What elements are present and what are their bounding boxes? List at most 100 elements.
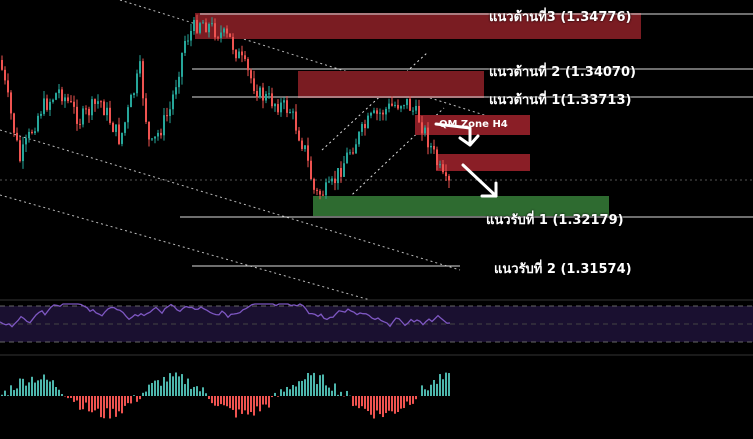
candle-body bbox=[154, 136, 156, 139]
candle-body bbox=[403, 105, 405, 107]
histogram-bar bbox=[364, 396, 366, 409]
candle-body bbox=[340, 168, 342, 177]
candle-body bbox=[235, 49, 237, 59]
candle-body bbox=[247, 59, 249, 71]
histogram-bar bbox=[25, 385, 27, 396]
candle-body bbox=[130, 94, 132, 108]
candle-body bbox=[436, 149, 438, 166]
candle-body bbox=[115, 124, 117, 132]
candle-body bbox=[109, 107, 111, 123]
histogram-bar bbox=[388, 396, 390, 411]
candle-body bbox=[355, 144, 357, 154]
candle-body bbox=[400, 106, 402, 109]
histogram-bar bbox=[346, 390, 348, 396]
qm-zone-h4-lower[interactable] bbox=[436, 154, 530, 171]
histogram-bar bbox=[397, 396, 399, 413]
candle-body bbox=[7, 80, 9, 93]
histogram-bar bbox=[199, 391, 201, 396]
candle-body bbox=[388, 103, 390, 109]
histogram-bar bbox=[121, 396, 123, 414]
histogram-bar bbox=[235, 396, 237, 418]
candle-body bbox=[118, 124, 120, 144]
histogram-bar bbox=[97, 396, 99, 409]
candle-body bbox=[190, 30, 192, 41]
histogram-bar bbox=[145, 391, 147, 396]
histogram-bar bbox=[211, 396, 213, 404]
histogram-bar bbox=[391, 396, 393, 412]
resistance-zone-3[interactable] bbox=[195, 13, 641, 39]
qm-zone-h4[interactable] bbox=[415, 115, 530, 135]
candle-body bbox=[10, 92, 12, 114]
histogram-bar bbox=[88, 396, 90, 412]
histogram-bar bbox=[331, 390, 333, 396]
candle-body bbox=[229, 33, 231, 37]
candle-body bbox=[100, 101, 102, 103]
histogram-bar bbox=[43, 374, 45, 396]
candle-body bbox=[4, 69, 6, 81]
histogram-bar bbox=[139, 396, 141, 400]
candle-body bbox=[361, 124, 363, 132]
histogram-bar bbox=[361, 396, 363, 407]
candle-body bbox=[412, 110, 414, 112]
histogram-bar bbox=[256, 396, 258, 407]
histogram-bar bbox=[268, 396, 270, 408]
candle-body bbox=[199, 23, 201, 33]
histogram-bar bbox=[214, 396, 216, 406]
histogram-bar bbox=[265, 396, 267, 405]
candle-body bbox=[223, 28, 225, 33]
histogram-bar bbox=[142, 392, 144, 396]
histogram-bar bbox=[295, 386, 297, 396]
candle-body bbox=[139, 61, 141, 74]
candle-body bbox=[217, 37, 219, 39]
histogram-bar bbox=[208, 396, 210, 400]
candle-body bbox=[367, 115, 369, 129]
candle-body bbox=[304, 145, 306, 149]
candle-body bbox=[439, 164, 441, 166]
candle-body bbox=[424, 127, 426, 134]
candle-body bbox=[373, 110, 375, 113]
arrow-down-right-icon bbox=[461, 163, 498, 198]
candle-body bbox=[169, 109, 171, 116]
support-zone-1[interactable] bbox=[313, 196, 609, 216]
histogram-bar bbox=[166, 381, 168, 396]
resistance-zone-2[interactable] bbox=[298, 71, 484, 98]
candle-body bbox=[37, 115, 39, 132]
candle-body bbox=[205, 22, 207, 33]
histogram-bar bbox=[37, 380, 39, 396]
histogram-bar bbox=[367, 396, 369, 412]
candle-body bbox=[16, 132, 18, 141]
candle-body bbox=[193, 19, 195, 31]
histogram-bar bbox=[151, 382, 153, 396]
candle-body bbox=[286, 100, 288, 113]
histogram-bar bbox=[22, 378, 24, 396]
candle-body bbox=[337, 168, 339, 184]
candle-body bbox=[67, 97, 69, 102]
candle-body bbox=[181, 52, 183, 77]
candle-body bbox=[385, 108, 387, 115]
histogram-bar bbox=[406, 396, 408, 402]
histogram-bar bbox=[220, 396, 222, 405]
histogram-bar bbox=[112, 396, 114, 409]
histogram-bar bbox=[172, 376, 174, 396]
histogram-bar bbox=[229, 396, 231, 409]
histogram-bar bbox=[61, 394, 63, 396]
candle-body bbox=[319, 190, 321, 195]
candle-body bbox=[313, 179, 315, 190]
candle-body bbox=[178, 76, 180, 88]
candle-body bbox=[121, 132, 123, 144]
histogram-bar bbox=[340, 391, 342, 396]
candle-body bbox=[322, 194, 324, 196]
candle-body bbox=[265, 93, 267, 101]
candle-body bbox=[364, 124, 366, 129]
histogram-bar bbox=[127, 396, 129, 404]
histogram-bar bbox=[1, 394, 3, 396]
histogram-bar bbox=[412, 396, 414, 404]
label-qm-zone: QM Zone H4 bbox=[439, 119, 508, 130]
histogram-bar bbox=[136, 396, 138, 402]
candle-body bbox=[259, 87, 261, 98]
candle-body bbox=[244, 55, 246, 60]
candle-body bbox=[145, 98, 147, 122]
candle-body bbox=[19, 140, 21, 162]
candle-body bbox=[277, 104, 279, 113]
